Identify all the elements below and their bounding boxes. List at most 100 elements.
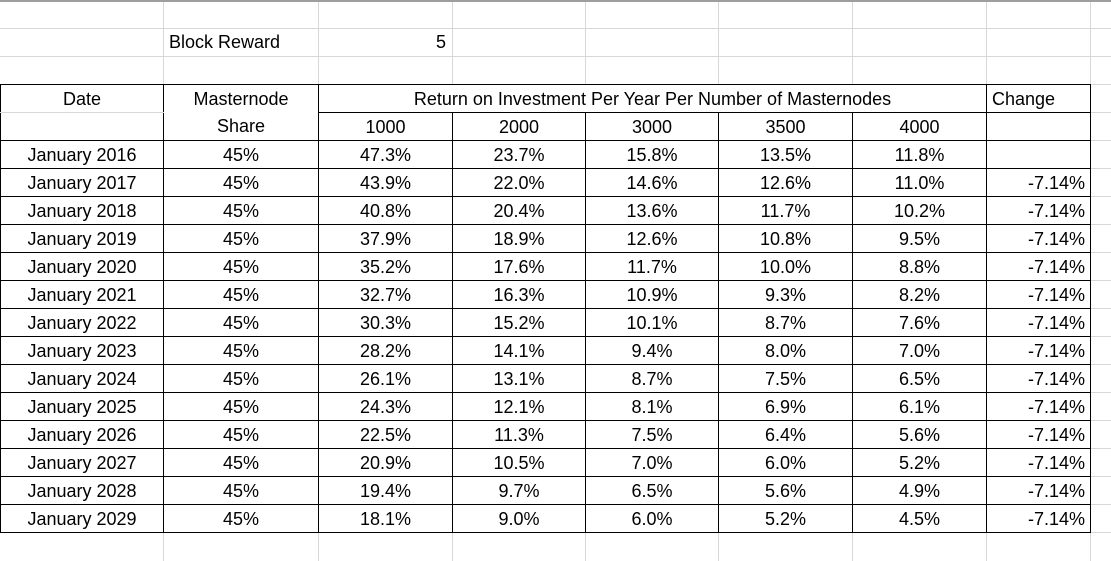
cell-share[interactable]: 45%: [163, 196, 319, 225]
cell-change[interactable]: -7.14%: [986, 280, 1091, 309]
subheader-node-count-1000[interactable]: 1000: [318, 112, 453, 141]
cell-change[interactable]: -7.14%: [986, 308, 1091, 337]
cell-date[interactable]: January 2027: [0, 448, 164, 477]
cell-roi-value[interactable]: 11.8%: [852, 140, 987, 169]
cell-date[interactable]: January 2021: [0, 280, 164, 309]
cell-roi-value[interactable]: 4.9%: [852, 476, 987, 505]
cell-roi-value[interactable]: 5.2%: [852, 448, 987, 477]
cell-roi-value[interactable]: 23.7%: [452, 140, 586, 169]
cell-roi-value[interactable]: 6.5%: [852, 364, 987, 393]
cell-roi-value[interactable]: 22.5%: [318, 420, 453, 449]
cell-roi-value[interactable]: 20.4%: [452, 196, 586, 225]
cell-roi-value[interactable]: 7.0%: [585, 448, 719, 477]
cell-roi-value[interactable]: 8.7%: [585, 364, 719, 393]
cell-roi-value[interactable]: 37.9%: [318, 224, 453, 253]
subheader-date-empty[interactable]: [0, 112, 164, 141]
cell-roi-value[interactable]: 8.1%: [585, 392, 719, 421]
cell-roi-value[interactable]: 6.0%: [718, 448, 853, 477]
cell-roi-value[interactable]: 7.6%: [852, 308, 987, 337]
cell-date[interactable]: January 2029: [0, 504, 164, 533]
cell-roi-value[interactable]: 28.2%: [318, 336, 453, 365]
cell-roi-value[interactable]: 10.0%: [718, 252, 853, 281]
cell-roi-value[interactable]: 11.7%: [585, 252, 719, 281]
cell-roi-value[interactable]: 9.0%: [452, 504, 586, 533]
cell-roi-value[interactable]: 13.1%: [452, 364, 586, 393]
cell-roi-value[interactable]: 14.1%: [452, 336, 586, 365]
cell-change[interactable]: -7.14%: [986, 476, 1091, 505]
subheader-node-count-2000[interactable]: 2000: [452, 112, 586, 141]
cell-roi-value[interactable]: 26.1%: [318, 364, 453, 393]
cell-roi-value[interactable]: 9.3%: [718, 280, 853, 309]
cell-change[interactable]: -7.14%: [986, 252, 1091, 281]
subheader-share[interactable]: Share: [163, 112, 319, 141]
cell-roi-value[interactable]: 43.9%: [318, 168, 453, 197]
cell-share[interactable]: 45%: [163, 224, 319, 253]
cell-roi-value[interactable]: 16.3%: [452, 280, 586, 309]
cell-roi-value[interactable]: 7.5%: [585, 420, 719, 449]
header-masternode[interactable]: Masternode: [163, 84, 319, 113]
cell-date[interactable]: January 2017: [0, 168, 164, 197]
cell-roi-value[interactable]: 12.1%: [452, 392, 586, 421]
cell-share[interactable]: 45%: [163, 448, 319, 477]
cell-share[interactable]: 45%: [163, 252, 319, 281]
cell-roi-value[interactable]: 9.5%: [852, 224, 987, 253]
cell-roi-value[interactable]: 5.2%: [718, 504, 853, 533]
cell-roi-value[interactable]: 20.9%: [318, 448, 453, 477]
cell-date[interactable]: January 2023: [0, 336, 164, 365]
cell-roi-value[interactable]: 5.6%: [852, 420, 987, 449]
cell-share[interactable]: 45%: [163, 392, 319, 421]
cell-roi-value[interactable]: 40.8%: [318, 196, 453, 225]
header-change[interactable]: Change: [986, 84, 1091, 113]
cell-roi-value[interactable]: 35.2%: [318, 252, 453, 281]
cell-date[interactable]: January 2019: [0, 224, 164, 253]
cell-roi-value[interactable]: 13.6%: [585, 196, 719, 225]
cell-date[interactable]: January 2028: [0, 476, 164, 505]
cell-roi-value[interactable]: 22.0%: [452, 168, 586, 197]
cell-change[interactable]: -7.14%: [986, 224, 1091, 253]
cell-roi-value[interactable]: 17.6%: [452, 252, 586, 281]
cell-roi-value[interactable]: 5.6%: [718, 476, 853, 505]
cell-change[interactable]: -7.14%: [986, 336, 1091, 365]
cell-roi-value[interactable]: 7.0%: [852, 336, 987, 365]
cell-roi-value[interactable]: 6.9%: [718, 392, 853, 421]
cell-date[interactable]: January 2026: [0, 420, 164, 449]
cell-roi-value[interactable]: 11.3%: [452, 420, 586, 449]
cell-share[interactable]: 45%: [163, 336, 319, 365]
subheader-node-count-4000[interactable]: 4000: [852, 112, 987, 141]
subheader-node-count-3000[interactable]: 3000: [585, 112, 719, 141]
cell-roi-value[interactable]: 30.3%: [318, 308, 453, 337]
cell-roi-value[interactable]: 7.5%: [718, 364, 853, 393]
cell-roi-value[interactable]: 12.6%: [585, 224, 719, 253]
cell-roi-value[interactable]: 12.6%: [718, 168, 853, 197]
cell-roi-value[interactable]: 32.7%: [318, 280, 453, 309]
cell-date[interactable]: January 2025: [0, 392, 164, 421]
cell-roi-value[interactable]: 24.3%: [318, 392, 453, 421]
subheader-change-empty[interactable]: [986, 112, 1091, 141]
cell-change[interactable]: -7.14%: [986, 392, 1091, 421]
cell-share[interactable]: 45%: [163, 168, 319, 197]
cell-roi-value[interactable]: 10.5%: [452, 448, 586, 477]
cell-roi-value[interactable]: 10.9%: [585, 280, 719, 309]
cell-change[interactable]: -7.14%: [986, 168, 1091, 197]
header-roi-group[interactable]: Return on Investment Per Year Per Number…: [318, 84, 987, 113]
cell-roi-value[interactable]: 10.1%: [585, 308, 719, 337]
cell-roi-value[interactable]: 8.0%: [718, 336, 853, 365]
cell-roi-value[interactable]: 8.2%: [852, 280, 987, 309]
cell-roi-value[interactable]: 4.5%: [852, 504, 987, 533]
cell-roi-value[interactable]: 8.8%: [852, 252, 987, 281]
cell-roi-value[interactable]: 10.8%: [718, 224, 853, 253]
cell-date[interactable]: January 2024: [0, 364, 164, 393]
cell-share[interactable]: 45%: [163, 420, 319, 449]
cell-roi-value[interactable]: 9.4%: [585, 336, 719, 365]
cell-share[interactable]: 45%: [163, 504, 319, 533]
cell-roi-value[interactable]: 13.5%: [718, 140, 853, 169]
cell-share[interactable]: 45%: [163, 476, 319, 505]
cell-roi-value[interactable]: 47.3%: [318, 140, 453, 169]
cell-roi-value[interactable]: 18.9%: [452, 224, 586, 253]
cell-share[interactable]: 45%: [163, 308, 319, 337]
cell-roi-value[interactable]: 15.8%: [585, 140, 719, 169]
cell-roi-value[interactable]: 6.1%: [852, 392, 987, 421]
cell-change[interactable]: -7.14%: [986, 364, 1091, 393]
cell-date[interactable]: January 2020: [0, 252, 164, 281]
cell-change[interactable]: -7.14%: [986, 420, 1091, 449]
